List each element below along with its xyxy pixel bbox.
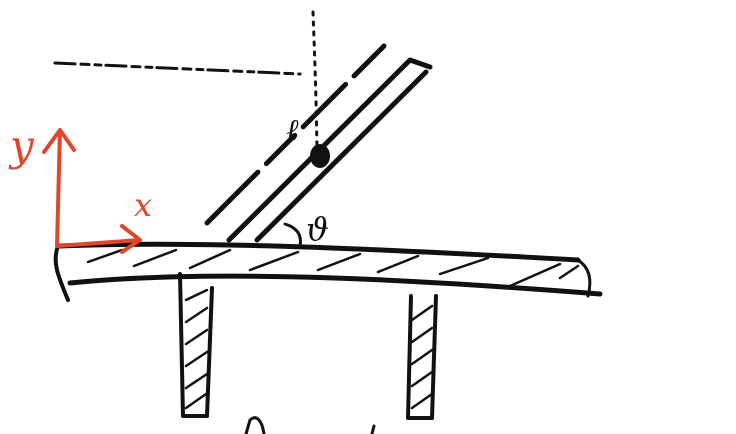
horizontal-dashed-line — [53, 61, 302, 76]
table-top — [53, 241, 603, 302]
center-of-mass-dot — [310, 144, 330, 168]
right-leg-hatching — [410, 304, 434, 410]
vertical-dotted-line — [311, 10, 319, 152]
x-axis-label: x — [134, 186, 152, 224]
table-top-lower-edge — [67, 273, 603, 297]
rod-edge-upper — [226, 57, 433, 243]
y-axis-arrow — [42, 128, 76, 248]
table-top-right-end — [576, 258, 592, 298]
angle-arc — [283, 222, 302, 248]
right-leg-outline — [406, 294, 438, 420]
table-top-left-end — [53, 244, 70, 302]
length-marker-dashed — [204, 43, 387, 226]
angle-label: ϑ — [306, 210, 329, 248]
left-leg-outline — [178, 272, 214, 418]
left-leg-hatching — [184, 288, 209, 410]
rod-length-label: ℓ — [286, 113, 299, 148]
rod-edge-lower — [254, 69, 429, 243]
table-leg-right — [406, 294, 438, 420]
table-top-hatching — [86, 248, 580, 288]
y-axis-label: y — [8, 121, 35, 170]
table-top-upper-edge — [55, 241, 581, 263]
x-axis-arrow — [55, 224, 142, 254]
dashed-reference-lines — [53, 10, 319, 152]
bottom-scribbles — [244, 416, 376, 434]
coordinate-axes: y x — [8, 121, 152, 254]
inclined-rod — [226, 57, 433, 243]
table-leg-left — [178, 272, 214, 418]
